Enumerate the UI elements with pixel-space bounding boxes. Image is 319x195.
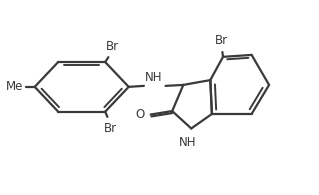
Text: NH: NH	[145, 71, 163, 84]
Text: Br: Br	[106, 40, 119, 53]
Text: Br: Br	[215, 34, 228, 47]
Text: Me: Me	[6, 80, 23, 93]
Text: O: O	[135, 108, 144, 121]
Text: NH: NH	[179, 136, 197, 149]
Text: Br: Br	[103, 122, 116, 135]
